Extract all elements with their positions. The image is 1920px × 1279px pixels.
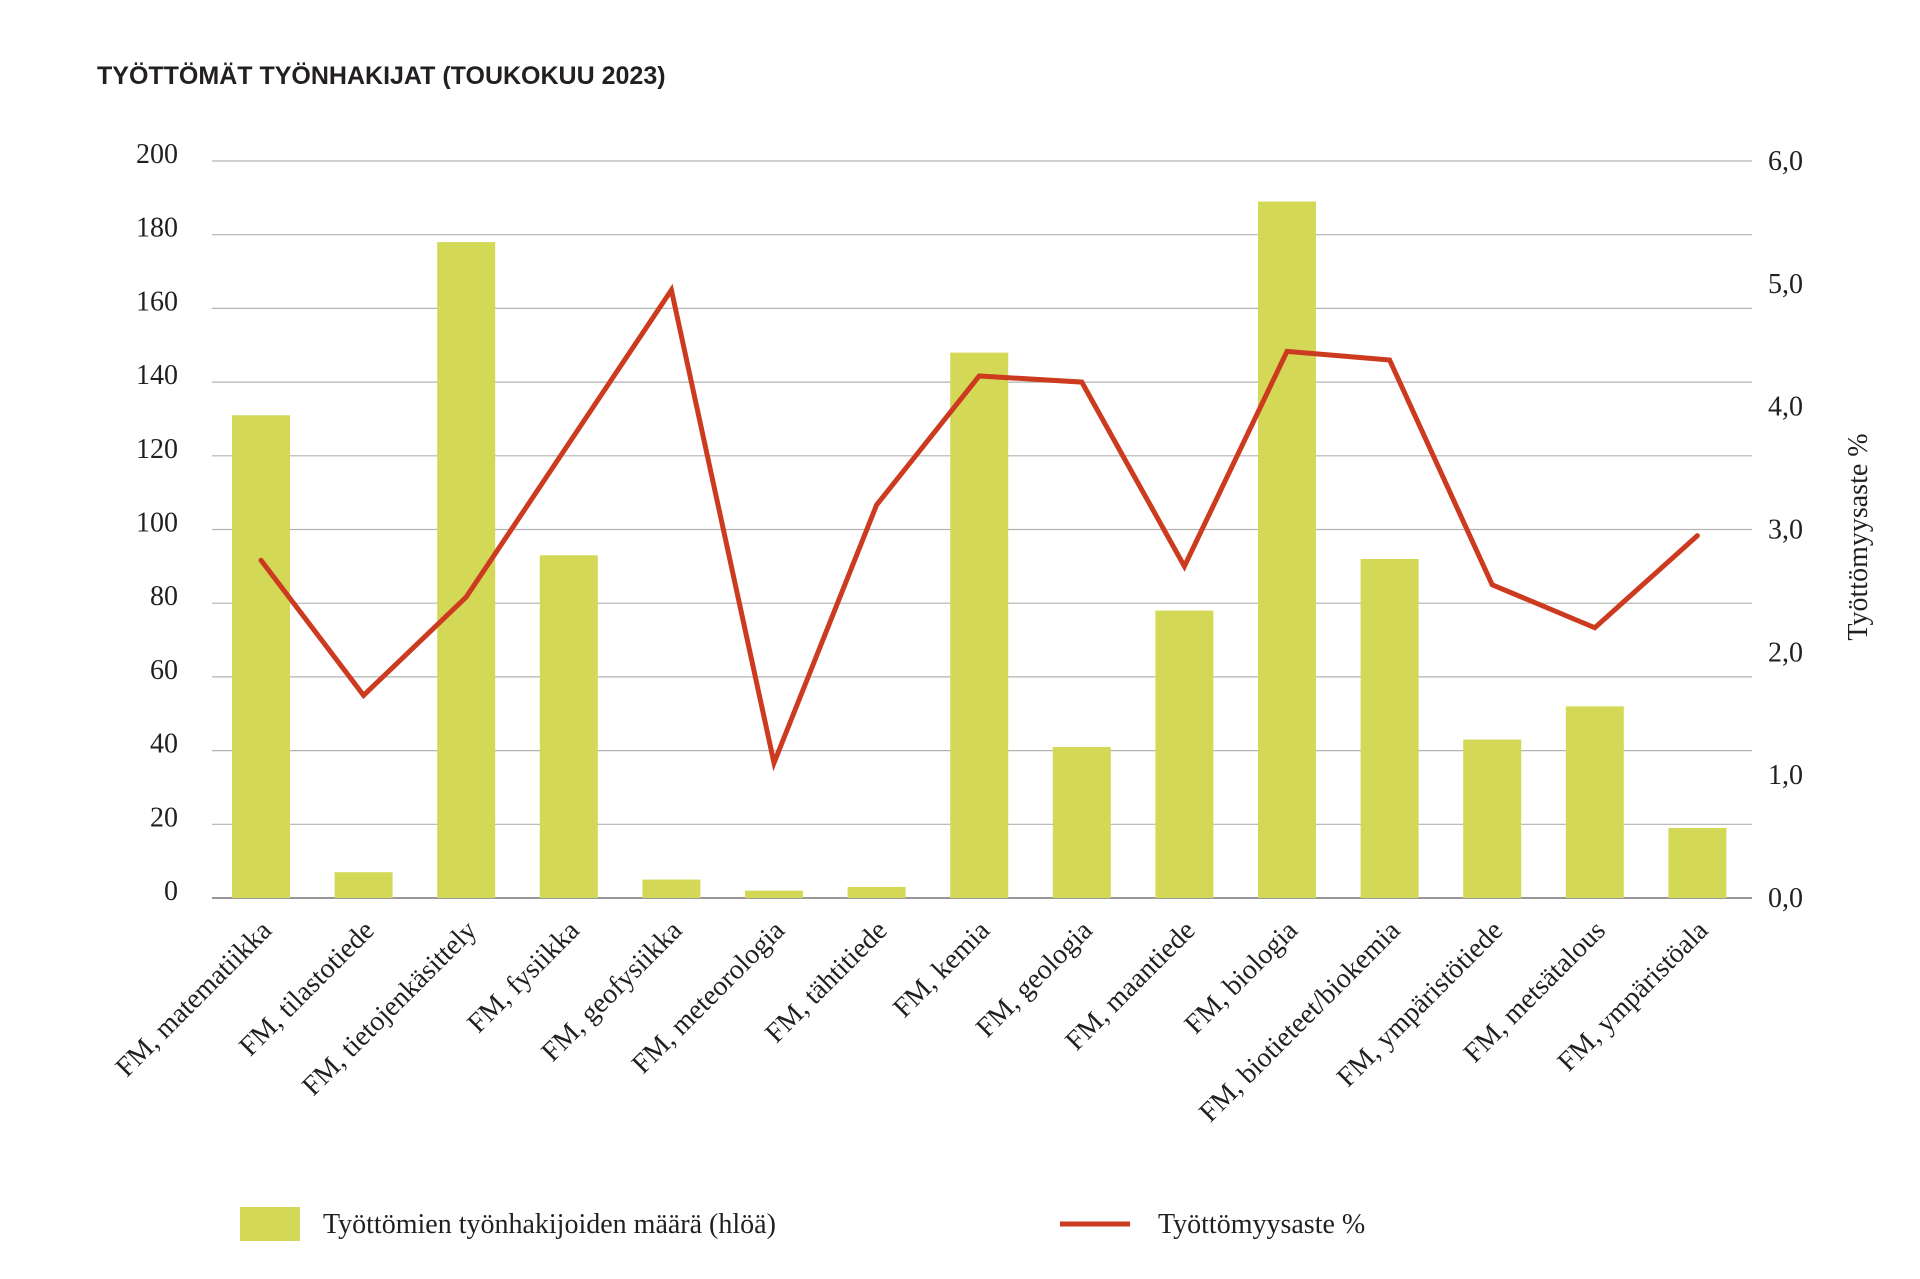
bar (642, 879, 701, 898)
y-tick-label: 40 (150, 729, 178, 760)
y-tick-label: 80 (150, 581, 178, 612)
y-tick-label: 140 (136, 360, 178, 391)
bar (847, 886, 906, 898)
y-tick-label: 180 (136, 213, 178, 244)
legend-bar-swatch (240, 1207, 300, 1241)
bar (745, 890, 803, 898)
y2-tick-label: 4,0 (1768, 392, 1803, 423)
bar (1052, 746, 1111, 898)
bar (232, 415, 290, 898)
y2-tick-label: 3,0 (1768, 515, 1803, 546)
y-tick-label: 100 (136, 508, 178, 539)
bar (1155, 610, 1214, 898)
y2-tick-label: 6,0 (1768, 146, 1803, 177)
bar (1668, 827, 1727, 898)
y2-tick-label: 5,0 (1768, 269, 1803, 300)
left-axis-ticks: 0 20 40 60 80 100 120 140 160 180 200 (136, 139, 178, 907)
bar (334, 872, 393, 898)
y-tick-label: 60 (150, 655, 178, 686)
y2-tick-label: 0,0 (1768, 883, 1803, 914)
legend: Työttömien työnhakijoiden määrä (hlöä) Ty… (240, 1207, 1365, 1241)
line-series (258, 283, 1700, 772)
y-tick-label: 160 (136, 286, 178, 317)
bar (1360, 558, 1419, 898)
y-tick-label: 0 (164, 876, 178, 907)
x-tick-label: FM, kemia (887, 915, 996, 1024)
bar (1258, 201, 1316, 898)
bar-series (232, 201, 1727, 898)
chart-title: TYÖTTÖMÄT TYÖNHAKIJAT (TOUKOKUU 2023) (97, 61, 666, 90)
bar (539, 555, 598, 898)
x-tick-label: FM, biotieteet/biokemia (1193, 915, 1407, 1129)
y-tick-label: 20 (150, 802, 178, 833)
bar (950, 352, 1009, 898)
y2-tick-label: 2,0 (1768, 637, 1803, 668)
y-tick-label: 120 (136, 434, 178, 465)
bar (1565, 706, 1624, 898)
legend-bar-label: Työttömien työnhakijoiden määrä (hlöä) (323, 1209, 776, 1240)
right-axis-label: Työttömyysaste % (1843, 433, 1874, 640)
y-tick-label: 200 (136, 139, 178, 170)
y2-tick-label: 1,0 (1768, 760, 1803, 791)
bar (1463, 739, 1522, 898)
right-axis-ticks: 0,0 1,0 2,0 3,0 4,0 5,0 6,0 (1768, 146, 1803, 914)
x-tick-label: FM, tietojenkäsittely (296, 915, 483, 1102)
legend-line-label: Työttömyysaste % (1158, 1209, 1365, 1240)
